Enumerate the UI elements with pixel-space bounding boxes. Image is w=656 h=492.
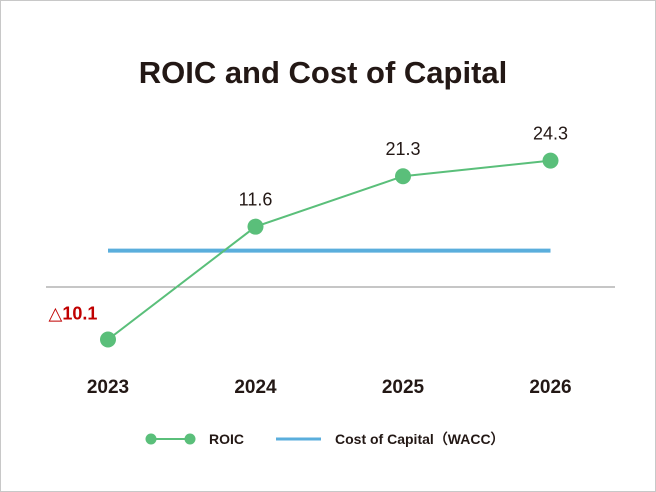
x-axis-ticks: 2023 2024 2025 2026 xyxy=(87,377,572,398)
legend: ROIC Cost of Capital（WACC） xyxy=(145,431,505,447)
legend-roic-marker-right xyxy=(184,433,196,445)
roic-data-label-2026: 24.3 xyxy=(533,124,568,144)
roic-point-2024 xyxy=(247,218,264,235)
x-tick-2026: 2026 xyxy=(529,377,571,398)
legend-wacc-label: Cost of Capital（WACC） xyxy=(335,431,505,447)
legend-roic-marker-left xyxy=(145,433,157,445)
roic-data-label-2025: 21.3 xyxy=(385,139,420,159)
roic-data-label-2024: 11.6 xyxy=(239,190,273,210)
x-tick-2025: 2025 xyxy=(382,377,425,398)
roic-point-2025 xyxy=(395,168,411,185)
legend-roic-label: ROIC xyxy=(209,431,244,447)
x-tick-2023: 2023 xyxy=(87,377,129,398)
roic-data-label-2023: △10.1 xyxy=(49,304,98,324)
roic-series-line xyxy=(107,159,551,341)
roic-point-2026 xyxy=(542,152,559,169)
chart-title: ROIC and Cost of Capital xyxy=(139,55,508,90)
x-tick-2024: 2024 xyxy=(234,377,277,398)
roic-point-2023 xyxy=(100,331,116,348)
plot-area: △10.1 11.6 21.3 24.3 xyxy=(46,124,615,348)
